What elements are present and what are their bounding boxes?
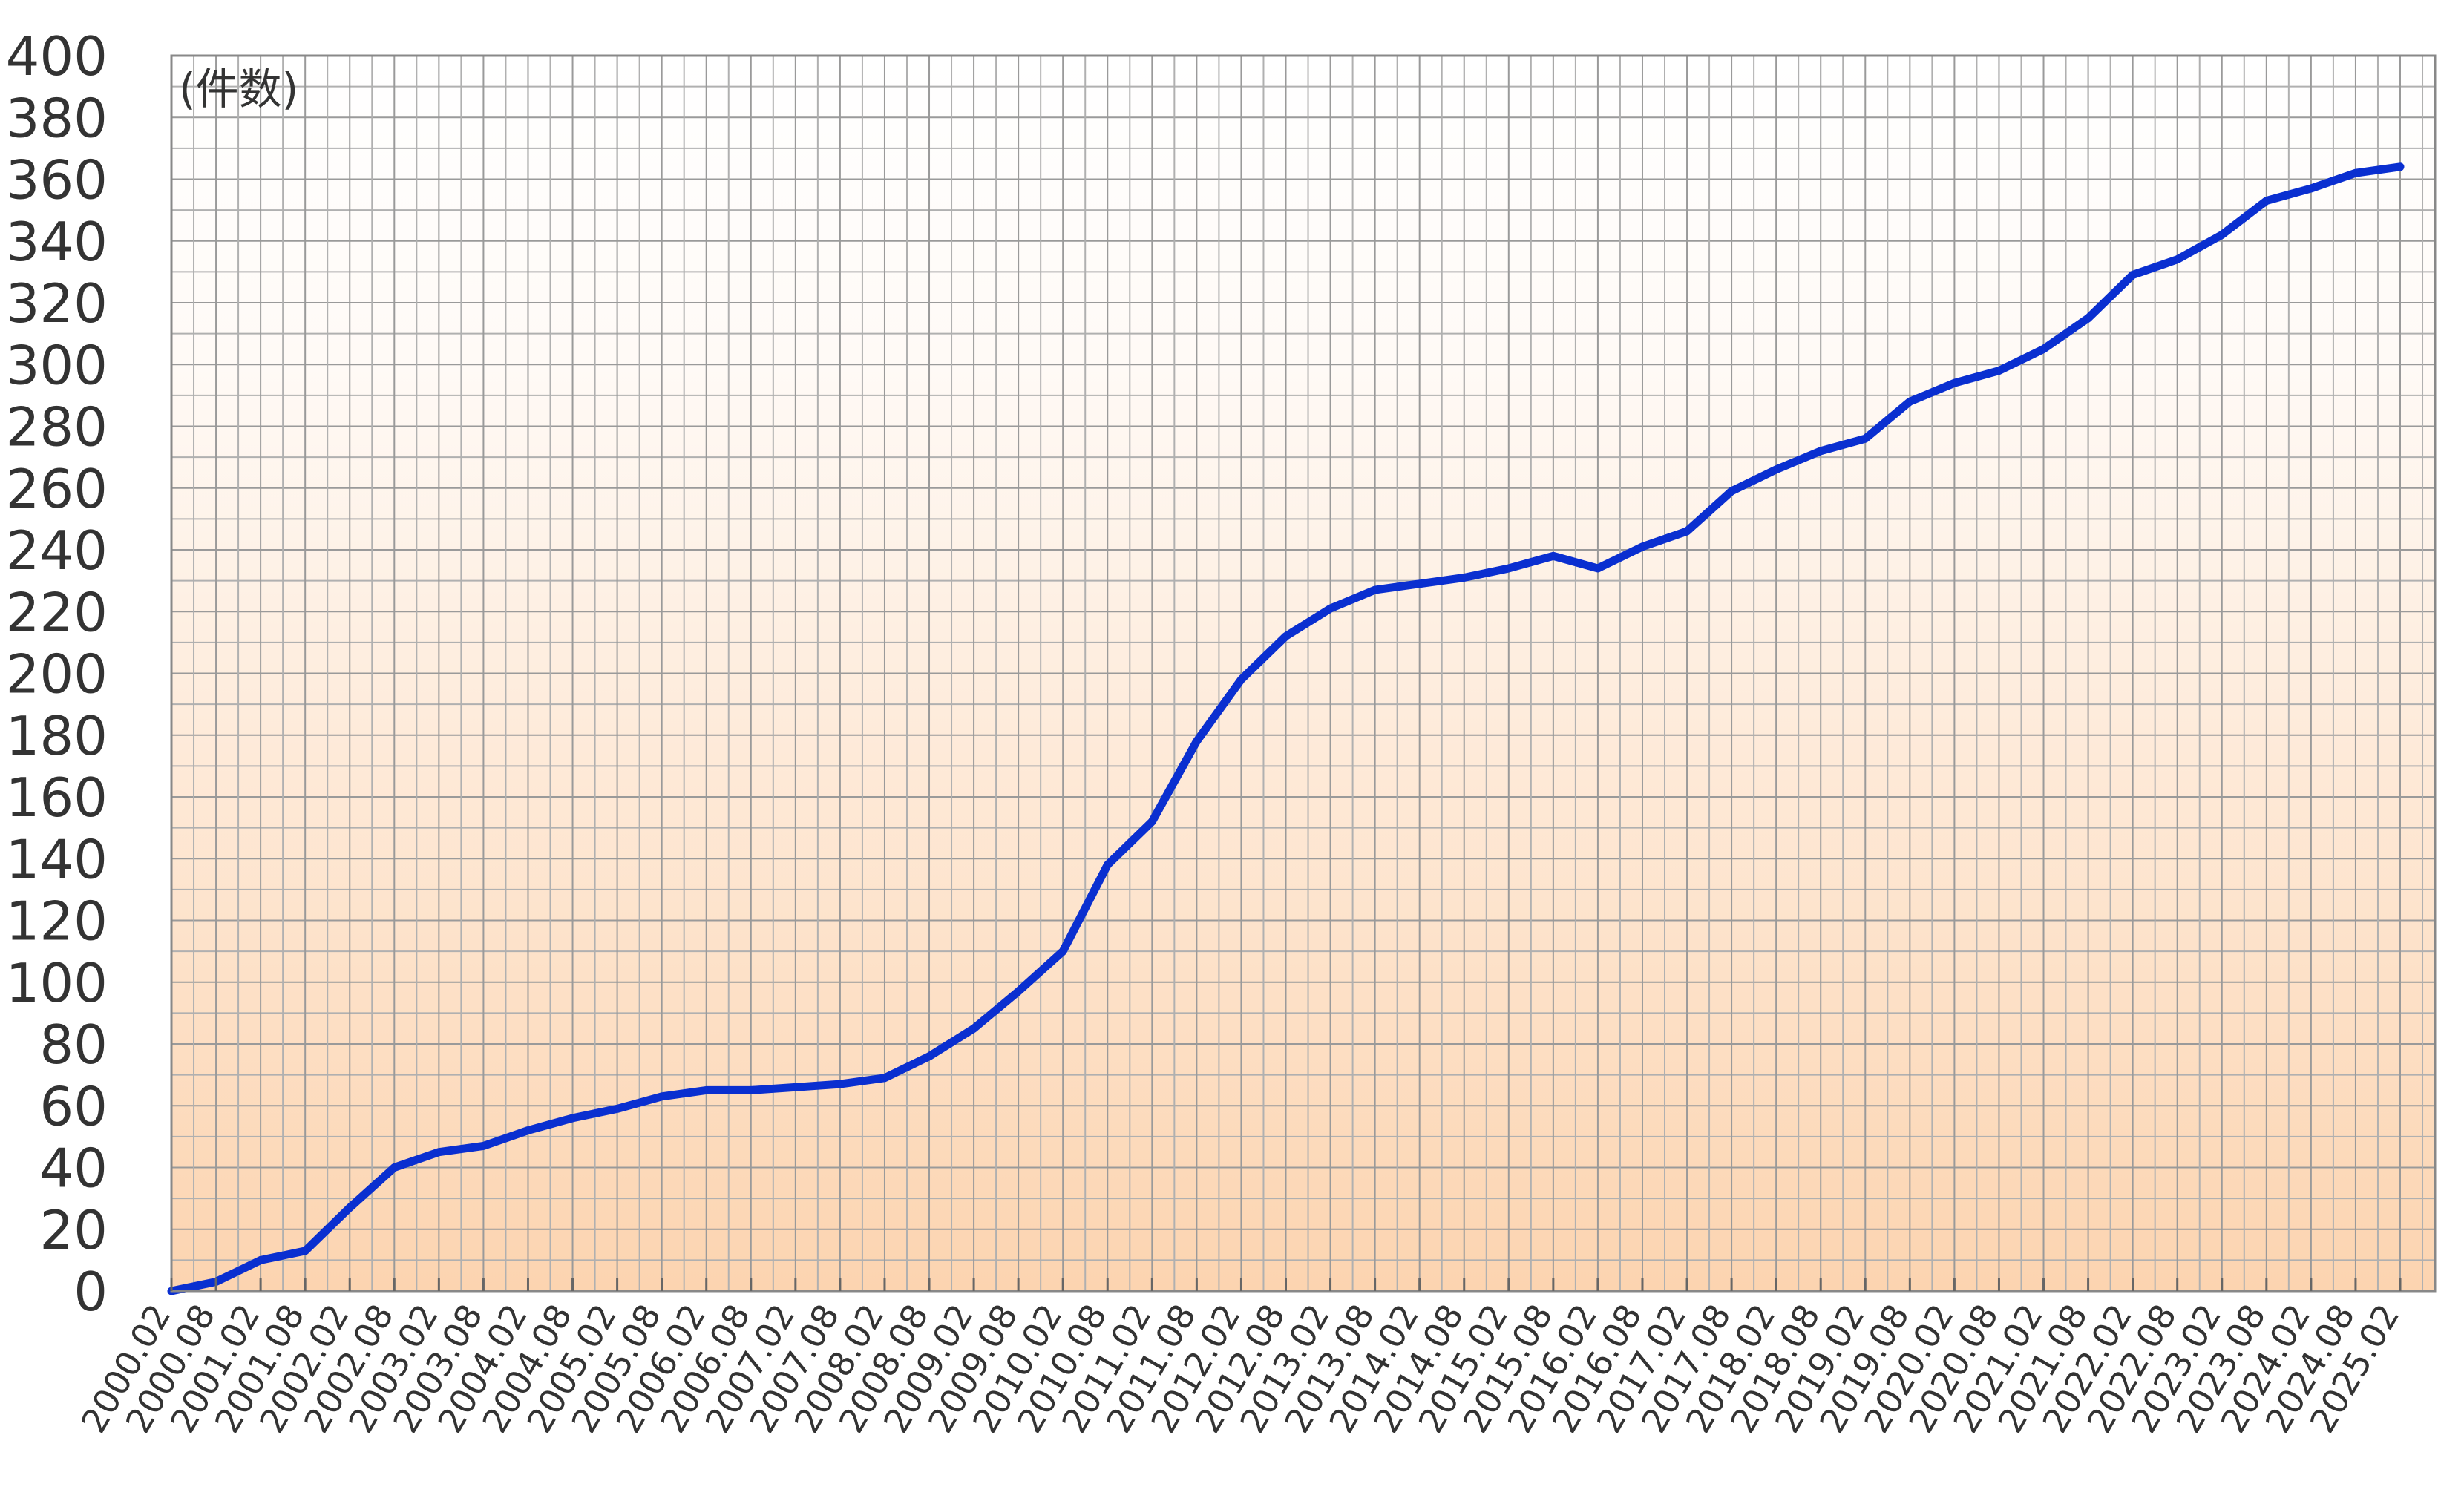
- unit-annotation: (件数): [179, 64, 298, 114]
- plot-frame: [170, 54, 2437, 1293]
- y-tick-label: 180: [6, 705, 108, 767]
- y-tick-label: 400: [6, 25, 108, 88]
- y-tick-label: 80: [39, 1014, 108, 1076]
- y-tick-label: 200: [6, 643, 108, 706]
- y-tick-label: 260: [6, 458, 108, 520]
- y-tick-label: 300: [6, 334, 108, 396]
- y-tick-label: 240: [6, 519, 108, 582]
- y-tick-label: 280: [6, 396, 108, 459]
- y-tick-label: 0: [73, 1261, 108, 1323]
- y-tick-label: 220: [6, 581, 108, 643]
- data-line: [167, 162, 2405, 1295]
- y-tick-label: 20: [39, 1199, 108, 1261]
- y-tick-label: 100: [6, 952, 108, 1014]
- y-tick-label: 40: [39, 1137, 108, 1200]
- y-tick-label: 320: [6, 272, 108, 335]
- y-tick-label: 380: [6, 87, 108, 149]
- y-tick-label: 140: [6, 828, 108, 890]
- y-tick-label: 120: [6, 890, 108, 953]
- y-tick-label: 340: [6, 211, 108, 273]
- y-tick-label: 160: [6, 766, 108, 829]
- y-tick-label: 360: [6, 149, 108, 211]
- y-tick-label: 60: [39, 1075, 108, 1137]
